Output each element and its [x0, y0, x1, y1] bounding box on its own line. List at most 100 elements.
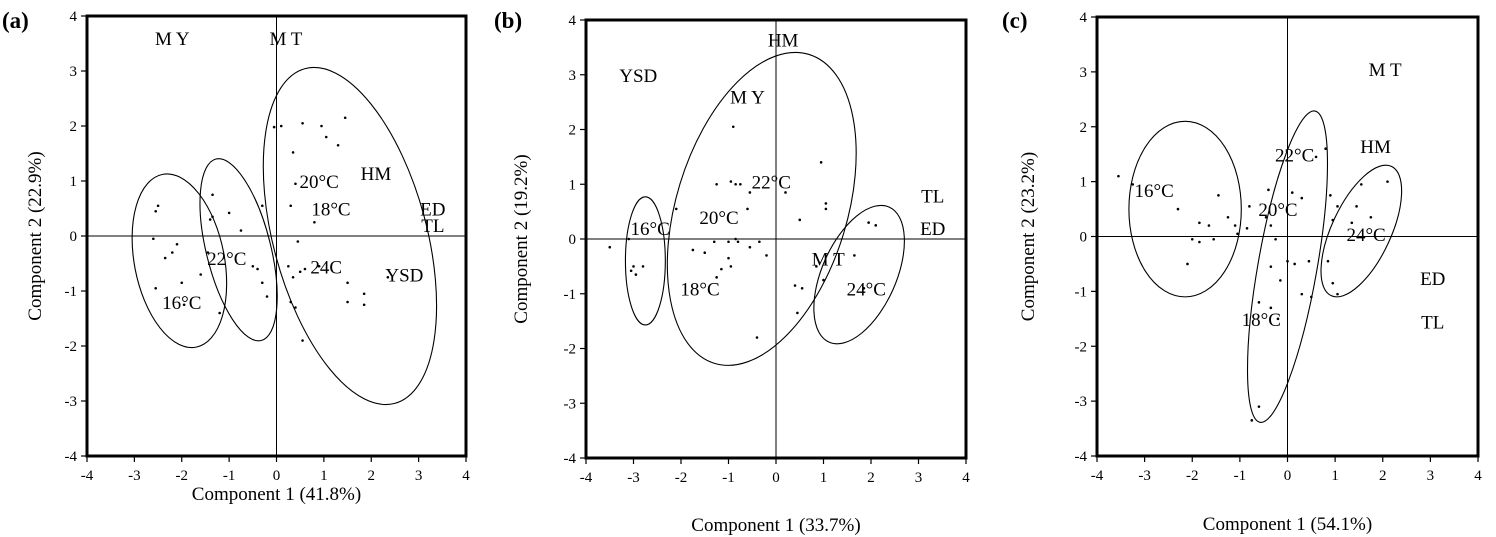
data-point [1307, 259, 1311, 263]
annotation-label: YSD [385, 266, 423, 287]
data-point [1176, 207, 1180, 211]
annotation-label: 22°C [752, 173, 791, 194]
data-point [303, 267, 307, 271]
annotation-label: M T [270, 29, 303, 50]
data-point [1269, 265, 1273, 268]
data-point [156, 204, 160, 208]
data-point [1300, 196, 1304, 200]
y-tick-label: 0 [569, 232, 577, 248]
data-point [256, 267, 259, 271]
annotation-label: ED [1420, 269, 1445, 290]
annotation-label: TL [1421, 313, 1444, 334]
x-tick-label: 4 [1474, 468, 1482, 484]
data-point [1207, 224, 1211, 227]
group-ellipse [1246, 110, 1329, 423]
annotation-label: 18°C [680, 279, 719, 300]
data-point [1250, 419, 1254, 422]
data-point [291, 151, 295, 154]
data-point [1274, 237, 1277, 241]
data-point [608, 245, 612, 249]
x-tick-label: 1 [320, 468, 328, 484]
data-point [1369, 215, 1373, 219]
panel-label: (c) [1002, 8, 1028, 33]
data-point [362, 303, 366, 307]
x-tick-label: -2 [176, 468, 189, 484]
data-point [362, 292, 366, 296]
panel-label: (b) [494, 8, 522, 33]
annotation-label: M T [1369, 60, 1402, 81]
data-point [1198, 240, 1201, 244]
x-tick-label: 3 [1427, 468, 1435, 484]
data-point [1300, 292, 1304, 296]
x-tick-label: -2 [1186, 468, 1199, 484]
data-point [260, 281, 264, 285]
annotation-label: 24°C [847, 279, 886, 300]
data-point [1131, 183, 1135, 186]
data-point [154, 209, 157, 213]
data-point [152, 237, 155, 241]
data-point [1279, 279, 1282, 282]
x-tick-label: 0 [273, 468, 281, 484]
y-tick-label: -1 [1075, 284, 1088, 300]
data-point [758, 240, 761, 244]
data-point [1360, 183, 1363, 186]
data-point [746, 207, 749, 211]
x-tick-label: 2 [368, 468, 376, 484]
data-point [1267, 188, 1270, 192]
y-tick-label: 1 [70, 174, 78, 190]
y-tick-label: -3 [1075, 394, 1088, 410]
group-ellipse [262, 66, 438, 406]
data-point [163, 256, 167, 260]
x-tick-label: -3 [128, 468, 141, 484]
data-point [1217, 194, 1220, 197]
data-point [1314, 155, 1318, 159]
data-point [199, 273, 202, 276]
x-tick-label: -1 [722, 470, 735, 486]
data-point [1233, 224, 1237, 227]
data-point [1310, 295, 1313, 299]
y-tick-label: 3 [70, 64, 78, 80]
annotation-label: 16°C [1135, 181, 1174, 202]
data-point [294, 306, 297, 309]
annotation-label: M Y [155, 29, 190, 50]
data-point [822, 278, 825, 282]
data-point [317, 264, 321, 268]
x-tick-label: -4 [580, 470, 593, 486]
data-point [301, 121, 304, 125]
data-point [727, 256, 730, 260]
data-point [727, 240, 730, 244]
data-point [703, 251, 707, 254]
y-tick-label: -4 [564, 451, 577, 467]
x-tick-label: 1 [820, 470, 828, 486]
data-point [251, 264, 255, 268]
y-tick-label: 2 [70, 119, 78, 135]
data-point [1245, 226, 1249, 230]
data-point [765, 254, 768, 257]
data-point [1276, 317, 1280, 321]
data-point [1293, 262, 1296, 266]
y-tick-label: -3 [564, 396, 577, 412]
data-point [784, 191, 787, 194]
y-tick-label: 4 [569, 13, 577, 29]
data-point [272, 125, 276, 129]
group-ellipse [131, 173, 228, 349]
x-tick-label: -2 [675, 470, 688, 486]
data-point [320, 124, 323, 128]
data-point [729, 180, 733, 183]
annotation-label: 16°C [630, 219, 669, 240]
data-point [1257, 405, 1261, 408]
data-point [346, 300, 349, 304]
panel-label: (a) [2, 8, 29, 33]
data-point [324, 135, 328, 139]
data-point [1290, 191, 1294, 194]
group-ellipse [1128, 120, 1242, 298]
data-point [1386, 180, 1389, 183]
data-point [641, 265, 645, 268]
x-tick-label: 4 [462, 468, 470, 484]
data-point [748, 191, 752, 194]
annotation-label: 20°C [1258, 200, 1297, 221]
data-point [1248, 205, 1251, 208]
annotation-label: 18°C [311, 200, 350, 221]
x-tick-label: 0 [772, 470, 780, 486]
